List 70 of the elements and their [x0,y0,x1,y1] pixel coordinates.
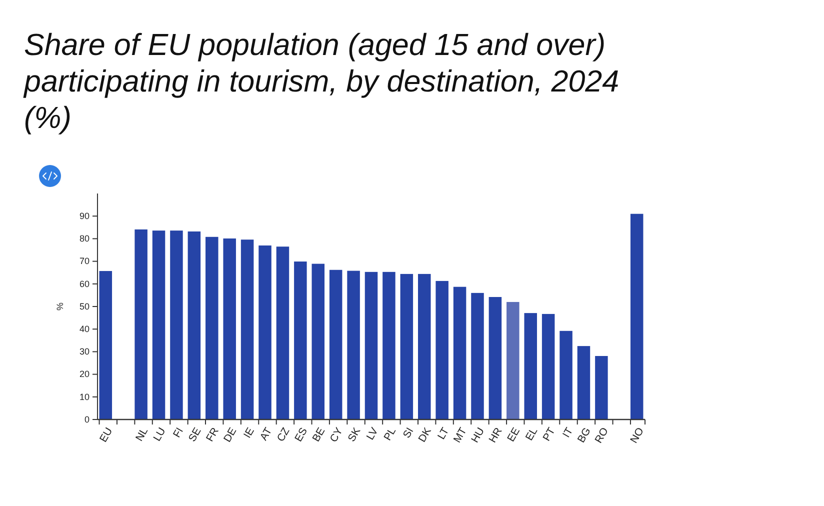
bar [294,262,307,420]
x-tick-label: LT [435,425,452,442]
bar [188,231,201,420]
x-tick-label: CZ [274,425,293,444]
y-tick-label: 10 [79,392,90,402]
x-tick-label: DE [221,426,240,444]
bar [382,272,396,420]
bar [436,280,448,420]
x-tick-label: SI [400,426,416,440]
bar [258,245,272,420]
bar [524,313,537,420]
bar [276,246,290,420]
x-tick-label: CY [328,426,346,444]
y-tick-label: 0 [84,414,90,424]
bar [506,302,520,420]
x-tick-label: BE [310,426,328,444]
y-tick-label: 50 [79,301,90,312]
x-tick-label: EU [97,426,116,444]
y-tick-label: 80 [79,234,90,244]
bar [488,297,502,420]
x-tick-label: BG [575,426,594,445]
x-tick-label: LV [364,426,381,442]
x-tick-label: EE [505,426,522,444]
x-tick-label: LU [151,426,168,444]
bar [560,330,572,420]
x-tick-label: NO [628,426,646,446]
bar [329,270,342,420]
y-tick-label: 20 [79,369,90,380]
bar [453,286,466,420]
x-tick-label: AT [258,425,275,443]
x-tick-label: IT [560,425,576,440]
bar [170,230,183,420]
bar [99,271,112,420]
bar [223,238,236,420]
x-tick-label: HU [469,426,487,445]
x-tick-label: SE [186,426,204,444]
x-tick-label: EL [523,426,540,443]
bar [471,292,484,420]
x-tick-label: RO [592,426,611,446]
bar [630,214,644,420]
x-tick-label: IE [241,426,257,440]
x-tick-label: PL [382,426,399,443]
bar [542,314,555,420]
bar [595,356,608,420]
x-tick-label: NL [133,426,151,444]
x-tick-label: FR [204,425,222,444]
x-tick-label: MT [451,425,470,445]
chart-title: Share of EU population (aged 15 and over) participating in tourism, by destination, 2024 (%) [23,28,620,135]
y-tick-label: 90 [79,210,90,221]
bar [347,270,360,420]
bar [400,274,414,420]
bar [312,264,325,420]
x-tick-label: ES [292,426,310,444]
bar [577,346,590,420]
x-tick-label: FI [170,426,186,440]
bar [134,229,148,420]
x-tick-label: PT [540,425,558,444]
x-tick-label: SK [346,426,364,444]
bar [152,230,166,420]
bar [240,240,254,420]
x-tick-label: HR [486,425,505,445]
y-tick-label: 30 [79,346,90,357]
bar [206,236,218,420]
bar [418,274,431,420]
bar [364,272,378,420]
y-tick-label: 40 [79,324,90,334]
y-axis-title: % [55,302,65,311]
y-tick-label: 60 [79,278,90,289]
x-tick-label: DK [416,426,434,444]
y-tick-label: 70 [79,256,90,266]
